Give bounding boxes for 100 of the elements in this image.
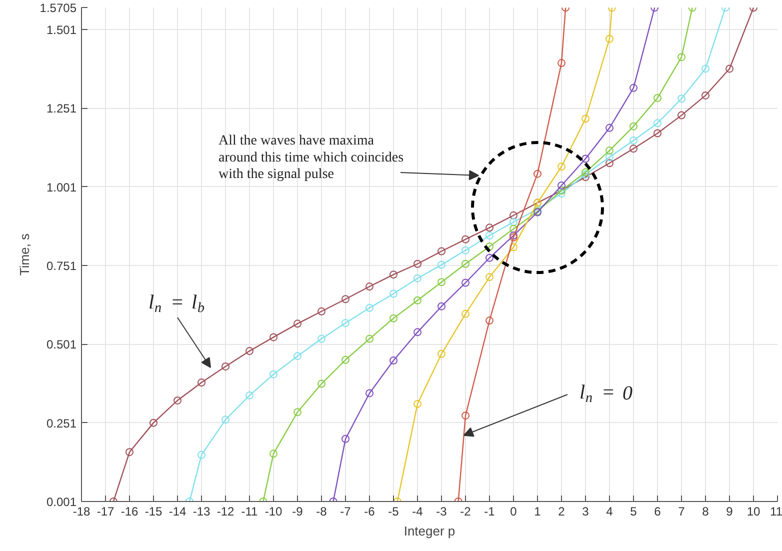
x-tick-label: 6 xyxy=(654,504,662,518)
y-tick-label: 1.5705 xyxy=(40,1,77,15)
point xyxy=(342,356,350,364)
point xyxy=(606,159,614,168)
point xyxy=(462,260,470,268)
point xyxy=(486,232,494,240)
point xyxy=(390,356,398,364)
x-tick-label: 10 xyxy=(746,504,760,518)
y-tick-label: 1.001 xyxy=(46,180,77,194)
point xyxy=(678,111,686,120)
point xyxy=(294,320,302,328)
point xyxy=(414,296,422,304)
point xyxy=(510,243,518,252)
point xyxy=(390,314,398,322)
point xyxy=(462,412,470,420)
point xyxy=(366,282,374,291)
x-tick-label: -10 xyxy=(264,504,282,518)
point xyxy=(630,84,638,92)
y-tick-label: 0.501 xyxy=(46,338,77,352)
point xyxy=(486,273,494,282)
point xyxy=(126,448,134,456)
x-tick-label: 2 xyxy=(558,504,566,518)
point xyxy=(462,278,470,287)
point xyxy=(582,173,590,181)
point xyxy=(678,53,686,62)
point xyxy=(438,302,446,310)
point xyxy=(246,391,254,400)
point xyxy=(438,350,446,358)
x-axis-title: Integer p xyxy=(404,524,456,538)
point xyxy=(366,334,374,343)
point xyxy=(654,94,662,102)
x-tick-label: 11 xyxy=(770,504,782,518)
point xyxy=(390,290,398,298)
point xyxy=(270,450,278,458)
point xyxy=(630,144,638,153)
point xyxy=(294,352,302,360)
point xyxy=(318,380,326,388)
point xyxy=(606,153,614,162)
x-tick-label: 3 xyxy=(582,504,590,518)
y-tick-label: 1.251 xyxy=(46,102,77,116)
x-tick-label: -15 xyxy=(144,504,162,518)
x-tick-label: 0 xyxy=(510,504,518,518)
point xyxy=(390,270,398,279)
point xyxy=(558,59,566,68)
x-tick-label: -17 xyxy=(96,504,114,518)
point xyxy=(486,224,494,232)
point xyxy=(414,274,422,282)
point xyxy=(438,247,446,256)
point xyxy=(414,400,422,408)
point xyxy=(174,396,182,404)
point xyxy=(342,295,350,304)
x-tick-label: -1 xyxy=(484,504,496,518)
point xyxy=(486,316,494,325)
y-tick-label: 1.501 xyxy=(46,22,77,37)
point xyxy=(654,119,662,128)
point xyxy=(702,91,710,100)
point xyxy=(630,136,638,144)
x-tick-label: -14 xyxy=(168,504,186,518)
point xyxy=(150,418,158,427)
x-tick-label: -11 xyxy=(241,504,258,518)
x-tick-label: -2 xyxy=(460,504,472,518)
point xyxy=(606,124,614,132)
x-tick-label: -9 xyxy=(292,504,304,518)
point xyxy=(606,146,614,155)
point xyxy=(462,235,470,244)
x-tick-label: -3 xyxy=(436,504,448,518)
point xyxy=(198,450,206,459)
point xyxy=(726,64,734,73)
x-tick-label: -4 xyxy=(412,504,424,518)
y-axis-title: Time, s xyxy=(16,232,32,276)
point xyxy=(678,94,686,103)
point xyxy=(270,333,278,342)
point xyxy=(702,64,710,73)
x-tick-label: -8 xyxy=(316,504,328,518)
point xyxy=(606,34,614,43)
point xyxy=(534,170,542,178)
point xyxy=(246,347,254,356)
point xyxy=(486,254,494,262)
point xyxy=(366,304,374,312)
point xyxy=(294,408,302,416)
point xyxy=(438,260,446,269)
x-tick-label: 4 xyxy=(606,504,614,518)
point xyxy=(414,260,422,268)
x-tick-label: 8 xyxy=(702,504,710,518)
point xyxy=(654,129,662,138)
point xyxy=(558,182,566,190)
x-tick-label: 1 xyxy=(534,504,542,518)
point xyxy=(558,162,566,171)
point xyxy=(270,370,278,378)
x-tick-label: -16 xyxy=(120,504,138,518)
x-tick-label: -5 xyxy=(388,504,400,518)
point xyxy=(222,416,230,424)
x-tick-label: -12 xyxy=(216,504,234,518)
point xyxy=(366,389,374,398)
point xyxy=(510,224,518,233)
point xyxy=(438,278,446,286)
x-tick-label: 7 xyxy=(678,504,686,518)
y-tick-label: 0.251 xyxy=(46,416,77,430)
point xyxy=(462,246,470,254)
x-tick-label: -6 xyxy=(364,504,376,518)
